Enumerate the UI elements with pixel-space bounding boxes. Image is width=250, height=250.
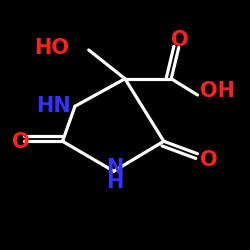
Text: H: H bbox=[106, 172, 124, 192]
Text: O: O bbox=[12, 132, 30, 152]
Text: N: N bbox=[106, 158, 124, 178]
Text: O: O bbox=[200, 150, 218, 170]
Text: HO: HO bbox=[34, 38, 69, 58]
Text: O: O bbox=[171, 30, 189, 50]
Text: HN: HN bbox=[36, 96, 71, 116]
Text: OH: OH bbox=[200, 81, 235, 101]
